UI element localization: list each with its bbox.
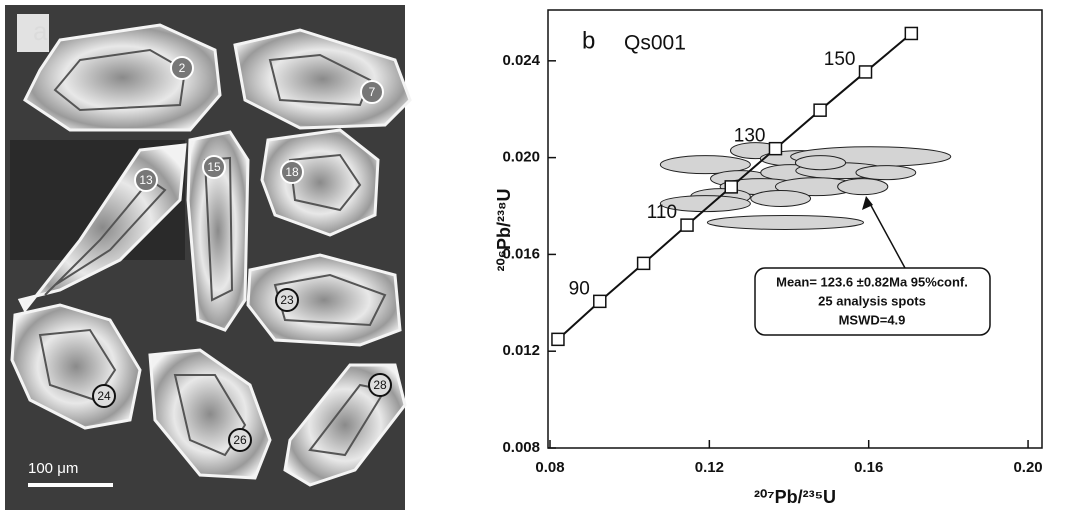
figure: a 100 μm b Qs001 ²⁰⁷Pb/²³⁵U ²⁰⁶Pb/²³⁸U 2… xyxy=(0,0,1068,513)
panel-a: a 100 μm xyxy=(5,5,410,510)
annotation-arrowhead xyxy=(862,196,873,210)
age-marker xyxy=(769,143,781,155)
y-tick-label: 0.008 xyxy=(502,439,540,456)
scale-bar-label: 100 μm xyxy=(28,460,78,477)
age-marker xyxy=(594,295,606,307)
x-tick-label: 0.08 xyxy=(535,459,564,476)
annotation-arrow xyxy=(868,200,905,268)
annotation-text: Mean= 123.6 ±0.82Ma 95%conf. xyxy=(776,274,968,289)
x-tick-label: 0.20 xyxy=(1013,459,1042,476)
spot-label: 23 xyxy=(280,293,294,307)
spot-label: 18 xyxy=(285,165,299,179)
spot-label: 15 xyxy=(207,160,221,174)
spot-label: 28 xyxy=(373,378,387,392)
age-label: 110 xyxy=(647,202,677,223)
spot-label: 13 xyxy=(139,173,153,187)
chart-title: Qs001 xyxy=(624,32,686,55)
age-marker xyxy=(552,333,564,345)
age-marker xyxy=(638,257,650,269)
age-label: 90 xyxy=(569,278,590,299)
error-ellipse xyxy=(795,156,845,170)
x-tick-label: 0.12 xyxy=(695,459,724,476)
panel-label: b xyxy=(582,27,595,54)
spot-label: 24 xyxy=(97,389,111,403)
error-ellipse xyxy=(838,179,888,195)
y-tick-label: 0.016 xyxy=(502,245,540,262)
age-marker xyxy=(860,66,872,78)
panel-label-bg xyxy=(17,14,49,52)
x-tick-label: 0.16 xyxy=(854,459,883,476)
age-marker xyxy=(725,181,737,193)
error-ellipse xyxy=(751,191,811,207)
y-tick-label: 0.020 xyxy=(502,149,540,166)
error-ellipse xyxy=(856,166,916,180)
age-label: 150 xyxy=(824,49,856,70)
spot-label: 2 xyxy=(179,61,186,75)
y-tick-label: 0.012 xyxy=(502,342,540,359)
age-marker xyxy=(814,104,826,116)
error-ellipse xyxy=(707,215,863,229)
annotation-text: MSWD=4.9 xyxy=(839,312,906,327)
spot-label: 26 xyxy=(233,433,247,447)
age-label: 130 xyxy=(734,126,766,147)
x-axis-label: ²⁰⁷Pb/²³⁵U xyxy=(754,487,836,507)
spot-label: 7 xyxy=(369,85,376,99)
age-marker xyxy=(905,27,917,39)
annotation-text: 25 analysis spots xyxy=(818,293,926,308)
y-tick-label: 0.024 xyxy=(502,52,540,69)
age-marker xyxy=(681,219,693,231)
